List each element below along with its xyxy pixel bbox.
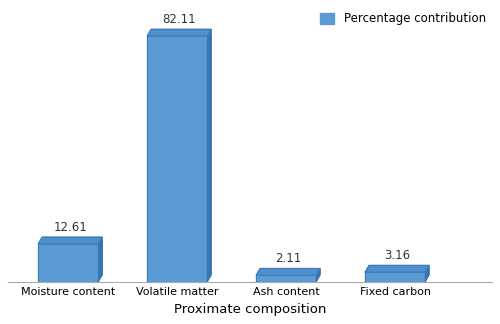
Polygon shape	[207, 29, 211, 282]
Polygon shape	[425, 265, 429, 282]
Polygon shape	[148, 36, 207, 282]
Polygon shape	[148, 29, 211, 36]
Text: 12.61: 12.61	[54, 221, 87, 234]
Polygon shape	[256, 269, 320, 275]
Polygon shape	[316, 269, 320, 282]
Polygon shape	[38, 237, 102, 244]
Polygon shape	[365, 272, 425, 282]
Polygon shape	[98, 237, 102, 282]
Text: 3.16: 3.16	[384, 249, 410, 262]
Polygon shape	[38, 244, 98, 282]
Text: 82.11: 82.11	[162, 13, 196, 26]
Polygon shape	[256, 275, 316, 282]
Polygon shape	[365, 265, 429, 272]
Legend: Percentage contribution: Percentage contribution	[316, 7, 490, 30]
Text: 2.11: 2.11	[275, 252, 301, 265]
X-axis label: Proximate composition: Proximate composition	[174, 303, 326, 316]
